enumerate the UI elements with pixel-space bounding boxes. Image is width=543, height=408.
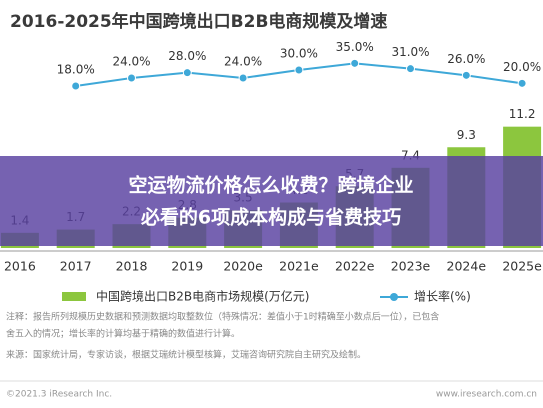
note: 注释：报告所列规模历史数据和预测数据均取整数位（特殊情况：差值小于1时精确至小数… xyxy=(6,311,439,323)
line-point xyxy=(182,68,192,78)
data-label: 18.0% xyxy=(57,63,95,77)
x-tick-label: 2024e xyxy=(447,259,487,274)
data-label: 9.3 xyxy=(457,128,476,142)
data-label: 20.0% xyxy=(503,60,541,74)
data-label: 35.0% xyxy=(336,40,374,54)
x-tick-label: 2016 xyxy=(4,259,36,274)
data-label: 24.0% xyxy=(112,55,150,69)
x-tick-label: 2021e xyxy=(279,259,319,274)
note: 来源：国家统计局，专家访谈，根据艾瑞统计模型核算，艾瑞咨询研究院自主研究及绘制。 xyxy=(6,349,366,361)
line-point xyxy=(127,73,136,83)
x-tick-label: 2025e xyxy=(502,259,542,274)
line-point xyxy=(71,81,81,91)
legend-label: 中国跨境出口B2B电商市场规模(万亿元) xyxy=(96,289,309,304)
line-point xyxy=(350,58,360,68)
line-point xyxy=(294,65,304,75)
x-tick-label: 2022e xyxy=(335,259,375,274)
x-tick-label: 2018 xyxy=(116,259,148,274)
data-label: 24.0% xyxy=(224,55,262,69)
x-tick-label: 2019 xyxy=(171,259,203,274)
x-tick-label: 2023e xyxy=(391,259,431,274)
x-tick-label: 2020e xyxy=(223,259,263,274)
footer-left: ©2021.3 iResearch Inc. xyxy=(6,390,112,400)
footer-right: www.iresearch.com.cn xyxy=(436,390,537,400)
data-label: 30.0% xyxy=(280,47,318,61)
legend-swatch xyxy=(390,293,398,301)
line-point xyxy=(406,64,415,74)
banner xyxy=(0,156,543,246)
chart-title: 2016-2025年中国跨境出口B2B电商规模及增速 xyxy=(10,11,387,32)
line-point xyxy=(238,73,248,83)
line-point xyxy=(461,70,471,80)
data-label: 26.0% xyxy=(447,52,485,66)
data-label: 31.0% xyxy=(391,45,429,59)
legend-swatch xyxy=(62,292,86,301)
line-point xyxy=(517,78,527,88)
legend-label: 增长率(%) xyxy=(414,289,471,304)
data-label: 28.0% xyxy=(168,49,206,63)
data-label: 11.2 xyxy=(509,107,536,121)
banner-text: 必看的6项成本构成与省费技巧 xyxy=(140,206,401,229)
note: 舍五入的情况；增长率的计算均基于精确的数值进行计算。 xyxy=(6,328,240,340)
x-tick-label: 2017 xyxy=(60,259,92,274)
banner-text: 空运物流价格怎么收费？跨境企业 xyxy=(128,174,413,197)
